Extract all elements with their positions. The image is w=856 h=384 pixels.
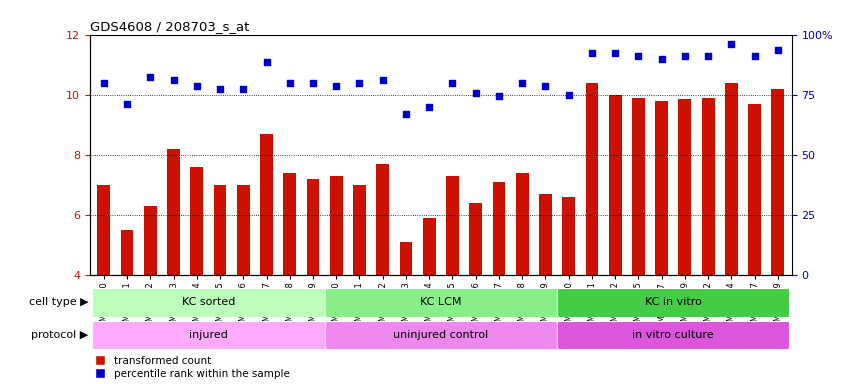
Bar [260, 134, 273, 275]
Point [236, 86, 250, 92]
Point [167, 76, 181, 83]
Bar [562, 197, 575, 275]
Bar [679, 99, 692, 275]
Point [655, 56, 669, 62]
Point [259, 58, 273, 65]
Bar [306, 179, 319, 275]
Point [306, 79, 320, 86]
Point [120, 101, 134, 107]
Point [724, 40, 738, 46]
Bar [283, 172, 296, 275]
Point [632, 53, 645, 59]
Text: KC in vitro: KC in vitro [645, 297, 702, 308]
Bar [98, 185, 110, 275]
Bar [469, 203, 482, 275]
Point [609, 50, 622, 56]
Legend: transformed count, percentile rank within the sample: transformed count, percentile rank withi… [95, 356, 289, 379]
Bar [446, 175, 459, 275]
Point [422, 104, 436, 110]
Point [399, 111, 413, 117]
FancyBboxPatch shape [324, 321, 557, 349]
Bar [516, 172, 529, 275]
Bar [586, 83, 598, 275]
Point [538, 83, 552, 89]
Point [585, 50, 598, 56]
Point [469, 90, 483, 96]
Bar [330, 175, 342, 275]
FancyBboxPatch shape [324, 288, 557, 317]
Point [701, 53, 715, 59]
Text: GDS4608 / 208703_s_at: GDS4608 / 208703_s_at [90, 20, 249, 33]
Point [678, 53, 692, 59]
Point [562, 91, 575, 98]
Point [97, 79, 110, 86]
Text: cell type ▶: cell type ▶ [28, 297, 88, 308]
Point [144, 73, 158, 79]
Point [353, 79, 366, 86]
Bar [725, 83, 738, 275]
Text: uninjured control: uninjured control [393, 330, 489, 340]
Point [748, 53, 762, 59]
Point [446, 79, 460, 86]
Bar [121, 230, 134, 275]
Bar [400, 242, 413, 275]
FancyBboxPatch shape [92, 321, 324, 349]
Point [283, 79, 297, 86]
Bar [632, 98, 645, 275]
Point [515, 79, 529, 86]
Bar [353, 185, 366, 275]
Point [330, 83, 343, 89]
Bar [748, 104, 761, 275]
Bar [702, 98, 715, 275]
Point [376, 76, 389, 83]
Bar [377, 164, 389, 275]
FancyBboxPatch shape [557, 321, 789, 349]
FancyBboxPatch shape [92, 288, 324, 317]
Bar [423, 218, 436, 275]
Bar [539, 194, 552, 275]
Bar [655, 101, 668, 275]
Bar [167, 149, 180, 275]
Bar [144, 205, 157, 275]
Text: protocol ▶: protocol ▶ [31, 330, 88, 340]
Text: KC LCM: KC LCM [420, 297, 461, 308]
Bar [609, 94, 621, 275]
Point [213, 86, 227, 92]
Bar [771, 89, 784, 275]
Point [492, 93, 506, 99]
Bar [237, 185, 250, 275]
Point [190, 83, 204, 89]
Bar [214, 185, 227, 275]
Text: injured: injured [189, 330, 228, 340]
Bar [190, 167, 203, 275]
Point [771, 46, 785, 53]
Text: KC sorted: KC sorted [181, 297, 235, 308]
Bar [492, 182, 505, 275]
FancyBboxPatch shape [557, 288, 789, 317]
Text: in vitro culture: in vitro culture [633, 330, 714, 340]
